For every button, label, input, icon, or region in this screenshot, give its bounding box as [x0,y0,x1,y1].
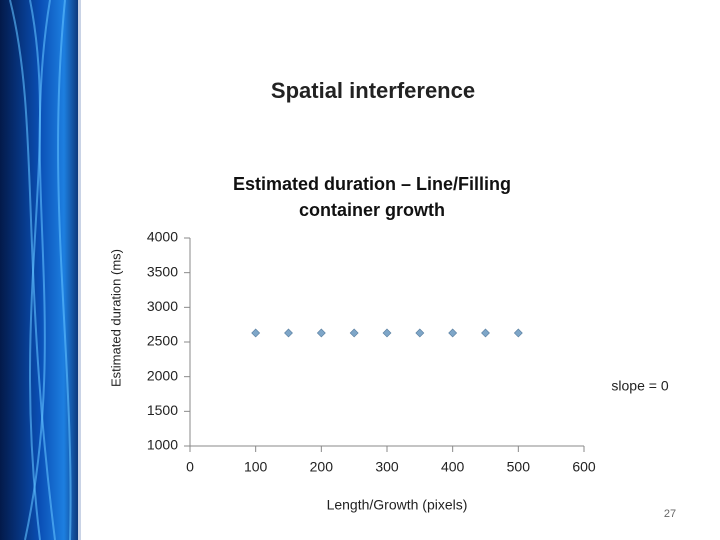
band-edge [78,0,81,540]
x-tick-label: 300 [375,459,399,475]
y-tick-label: 4000 [147,229,178,245]
point [481,328,490,338]
point [448,328,458,338]
point [513,328,523,338]
y-tick-label: 2500 [147,333,178,349]
x-tick-label: 600 [572,459,596,475]
chart-title: Estimated duration – Line/Filling contai… [232,174,512,220]
point [415,328,425,338]
point [316,328,326,338]
annotation: slope = 0 [611,378,668,394]
x-tick-label: 100 [244,459,268,475]
point [284,328,293,338]
y-axis-label: Estimated duration (ms) [108,249,123,387]
point [382,328,392,338]
y-tick-label: 1500 [147,402,178,418]
y-tick-label: 3000 [147,298,178,314]
x-axis-label: Length/Growth (pixels) [327,497,468,513]
y-tick-label: 3500 [147,263,178,279]
y-tick-label: 2000 [147,367,178,383]
x-tick-label: 0 [186,459,194,475]
slide-number: 27 [664,508,676,520]
slide-title: Spatial interference [271,78,475,103]
point [349,328,359,338]
x-tick-label: 500 [507,459,531,475]
point [251,328,261,338]
y-tick-label: 1000 [147,437,178,453]
band-streaks [9,0,72,540]
x-tick-label: 400 [441,459,465,475]
x-tick-label: 200 [310,459,334,475]
